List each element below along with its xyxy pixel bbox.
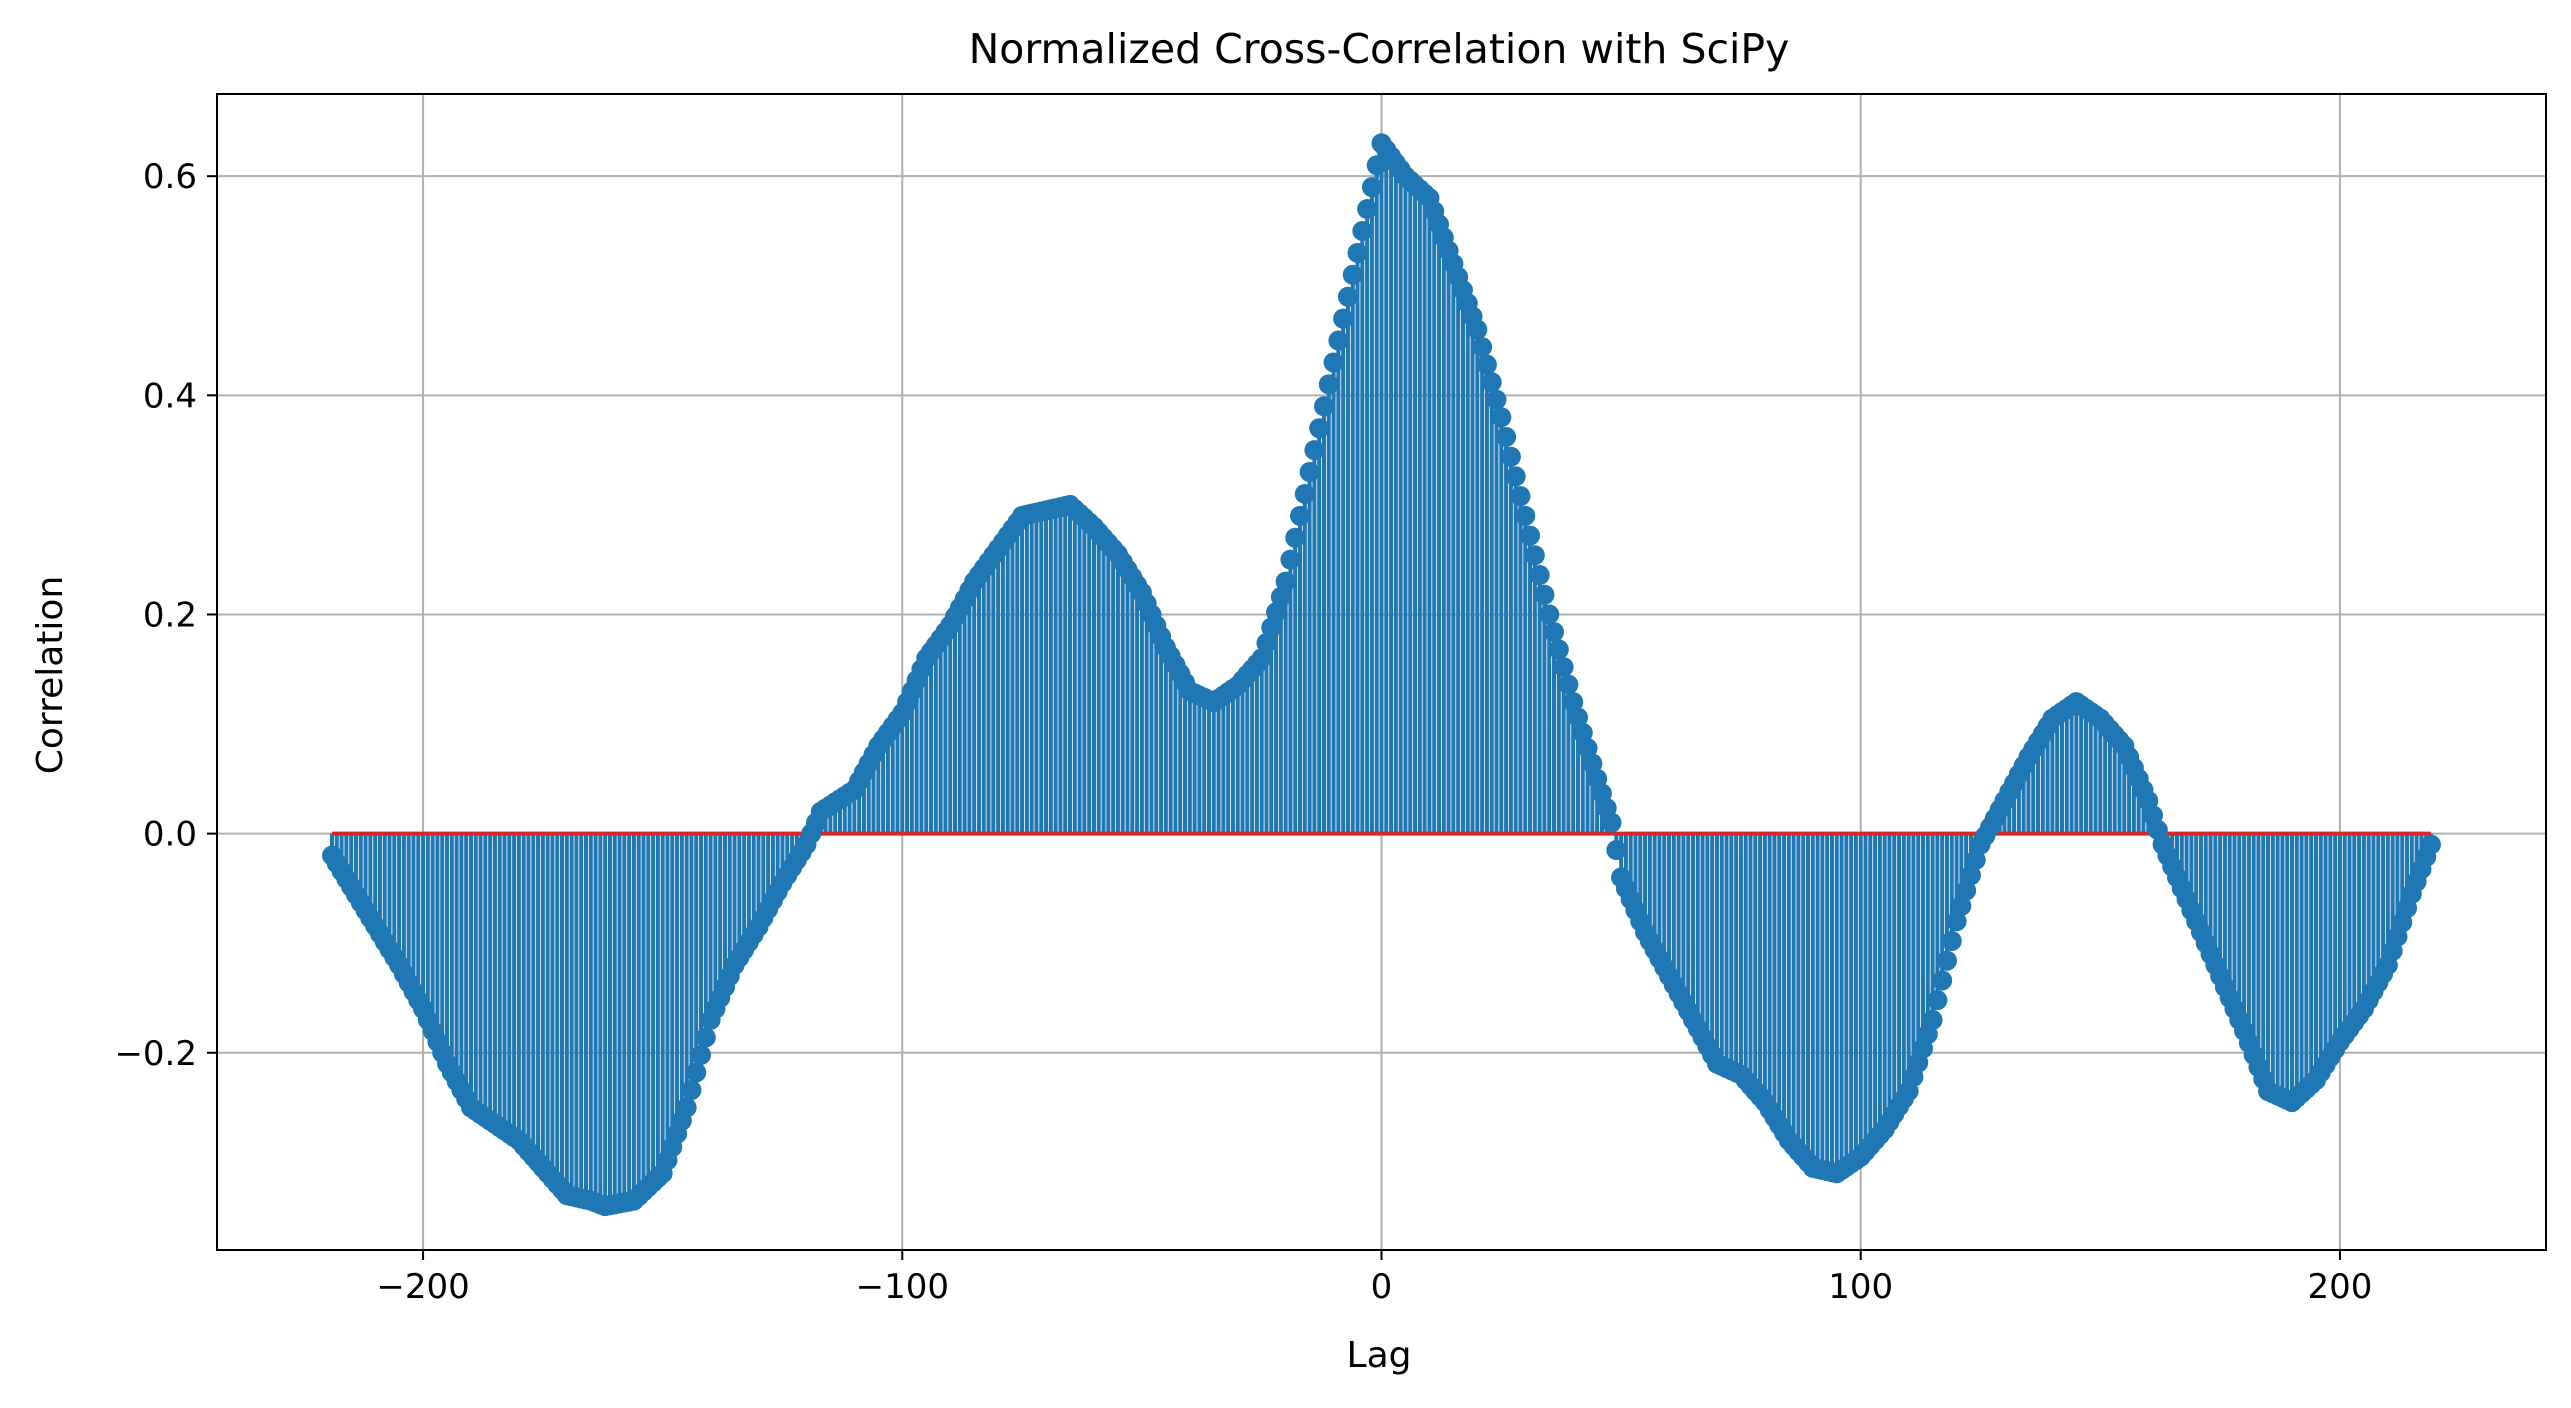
stem-marker bbox=[1280, 549, 1301, 570]
stem-marker bbox=[1294, 483, 1315, 504]
stem-marker bbox=[1932, 970, 1953, 991]
x-tick-label: −100 bbox=[856, 1267, 949, 1307]
stem-marker bbox=[1328, 330, 1349, 351]
stem-marker bbox=[1529, 565, 1550, 586]
stem-marker bbox=[1582, 753, 1603, 774]
stem-marker bbox=[1361, 177, 1382, 198]
stem-marker bbox=[1553, 657, 1574, 678]
stem-marker bbox=[1960, 865, 1981, 886]
stem-marker bbox=[1515, 505, 1536, 526]
y-tick-label: 0.6 bbox=[143, 157, 197, 197]
stem-marker bbox=[1275, 571, 1296, 592]
stem-marker bbox=[1256, 632, 1277, 653]
chart-title: Normalized Cross-Correlation with SciPy bbox=[969, 25, 1790, 73]
stem-marker bbox=[1337, 286, 1358, 307]
stem-marker bbox=[1539, 604, 1560, 625]
stem-marker bbox=[1500, 446, 1521, 467]
stem-marker bbox=[2420, 834, 2441, 855]
stem-marker bbox=[1510, 486, 1531, 507]
stem-marker bbox=[1342, 264, 1363, 285]
stem-marker bbox=[1558, 674, 1579, 695]
stem-marker bbox=[691, 1044, 712, 1065]
stem-marker bbox=[1266, 602, 1287, 623]
stem-marker bbox=[1941, 931, 1962, 952]
y-axis-ticks: −0.2 0.0 0.2 0.4 0.6 bbox=[114, 157, 217, 1074]
stem-marker bbox=[1481, 372, 1502, 393]
y-tick-label: 0.4 bbox=[143, 376, 197, 416]
stem-marker bbox=[1467, 319, 1488, 340]
stem-marker bbox=[1927, 990, 1948, 1011]
stem-marker bbox=[1951, 895, 1972, 916]
x-tick-label: 100 bbox=[1828, 1267, 1893, 1307]
stem-marker bbox=[1936, 950, 1957, 971]
stem-marker bbox=[1476, 354, 1497, 375]
stem-marker bbox=[1333, 308, 1354, 329]
stem-marker bbox=[1491, 407, 1512, 428]
stem-marker bbox=[1524, 545, 1545, 566]
stem-marker bbox=[1505, 466, 1526, 487]
stem-marker bbox=[1472, 337, 1493, 358]
stem-marker bbox=[1285, 527, 1306, 548]
stem-marker bbox=[1270, 586, 1291, 607]
stem-marker bbox=[1572, 722, 1593, 743]
stem-marker bbox=[1544, 622, 1565, 643]
y-tick-label: 0.2 bbox=[143, 595, 197, 635]
stem-marker bbox=[1251, 648, 1272, 669]
stem-marker bbox=[1323, 352, 1344, 373]
stem-marker bbox=[1548, 639, 1569, 660]
stem-marker bbox=[1956, 880, 1977, 901]
stem-marker bbox=[1357, 199, 1378, 220]
stem-marker bbox=[1366, 155, 1387, 176]
y-tick-label: 0.0 bbox=[143, 815, 197, 855]
stem-marker bbox=[1606, 840, 1627, 861]
stem-marker bbox=[1318, 374, 1339, 395]
stem-marker bbox=[1290, 505, 1311, 526]
x-axis-ticks: −200 −100 0 100 200 bbox=[376, 1250, 2372, 1307]
x-tick-label: 200 bbox=[2307, 1267, 2372, 1307]
stem-marker bbox=[1534, 584, 1555, 605]
stem-marker bbox=[1347, 242, 1368, 263]
stem-marker bbox=[1567, 707, 1588, 728]
stem-marker bbox=[686, 1062, 707, 1083]
stem-marker bbox=[1922, 1009, 1943, 1030]
stem-marker bbox=[676, 1097, 697, 1118]
stem-marker bbox=[1309, 418, 1330, 439]
stem-marker bbox=[1601, 812, 1622, 833]
stem-marker bbox=[1563, 692, 1584, 713]
stem-marker bbox=[1965, 849, 1986, 870]
y-axis-label: Correlation bbox=[30, 576, 71, 775]
stem-marker bbox=[681, 1080, 702, 1101]
stem-marker bbox=[1520, 525, 1541, 546]
stem-marker bbox=[1299, 462, 1320, 483]
stem-marker bbox=[1304, 440, 1325, 461]
stem-marker bbox=[1313, 396, 1334, 417]
stem-marker bbox=[1261, 617, 1282, 638]
stem-marker bbox=[1496, 426, 1517, 447]
stem-marker bbox=[1946, 911, 1967, 932]
y-tick-label: −0.2 bbox=[114, 1034, 197, 1074]
stem-markers bbox=[322, 133, 2441, 1217]
stem-marker bbox=[695, 1027, 716, 1048]
stem-marker bbox=[1577, 738, 1598, 759]
stem-marker bbox=[1486, 389, 1507, 410]
x-axis-label: Lag bbox=[1347, 1335, 1412, 1376]
stem-marker bbox=[1352, 220, 1373, 241]
x-tick-label: −200 bbox=[376, 1267, 469, 1307]
x-tick-label: 0 bbox=[1371, 1267, 1393, 1307]
